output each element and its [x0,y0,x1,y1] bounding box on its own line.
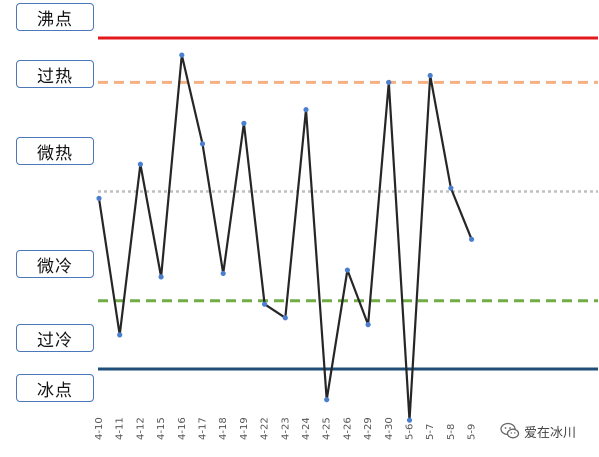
data-point-4-16 [179,52,185,58]
data-point-4-30 [386,79,392,85]
series-line-group [96,52,475,423]
x-tick-label-4-17: 4-17 [198,417,209,440]
x-tick-label-4-16: 4-16 [177,417,188,440]
x-tick-label-5-9: 5-9 [467,424,478,440]
data-point-5-6 [406,417,413,423]
data-point-4-18 [220,270,226,277]
data-point-5-9 [469,236,475,242]
data-point-4-11 [117,332,123,338]
watermark: 爱在冰川 [500,421,576,441]
x-tick-label-4-29: 4-29 [363,417,374,440]
zone-label-slightly-hot: 微热 [16,137,94,165]
data-point-5-7 [427,72,433,79]
data-point-4-25 [324,397,330,403]
x-tick-label-4-24: 4-24 [301,417,312,440]
x-tick-label-4-26: 4-26 [342,417,353,440]
x-tick-label-4-18: 4-18 [218,417,229,440]
x-tick-label-4-23: 4-23 [280,417,291,440]
data-point-4-29 [365,322,371,328]
x-tick-label-4-10: 4-10 [94,417,105,440]
zone-label-boiling: 沸点 [16,3,94,31]
data-point-4-22 [262,301,268,307]
zone-label-overcool: 过冷 [16,324,94,352]
watermark-text: 爱在冰川 [524,425,577,441]
x-tick-label-5-8: 5-8 [446,424,457,440]
data-point-4-24 [303,107,309,113]
x-tick-label-5-6: 5-6 [405,424,416,440]
series-line [97,53,473,422]
zone-label-freezing: 冰点 [16,374,94,402]
data-point-4-26 [344,267,350,273]
x-tick-label-4-25: 4-25 [322,417,333,440]
data-point-4-17 [199,141,206,147]
x-tick-label-5-7: 5-7 [425,424,436,440]
data-point-4-15 [158,274,164,280]
zone-label-slightly-cold: 微冷 [16,250,94,278]
zone-label-overheat: 过热 [16,60,94,88]
reference-lines [98,36,598,371]
x-tick-label-4-19: 4-19 [239,417,250,440]
wechat-icon [500,422,520,439]
x-tick-label-4-11: 4-11 [115,417,126,440]
data-point-5-8 [448,185,454,191]
x-tick-label-4-30: 4-30 [384,417,395,440]
x-tick-label-4-12: 4-12 [135,417,146,440]
data-point-4-19 [241,120,247,126]
x-tick-labels: 4-10 4-11 4-12 4-15 4-16 4-17 4-18 4-19 4-22 4-23… [94,417,478,440]
data-point-4-12 [137,161,143,167]
data-point-4-10 [96,195,102,201]
data-point-4-23 [282,315,288,321]
x-tick-label-4-15: 4-15 [156,417,167,440]
x-tick-label-4-22: 4-22 [260,417,271,440]
